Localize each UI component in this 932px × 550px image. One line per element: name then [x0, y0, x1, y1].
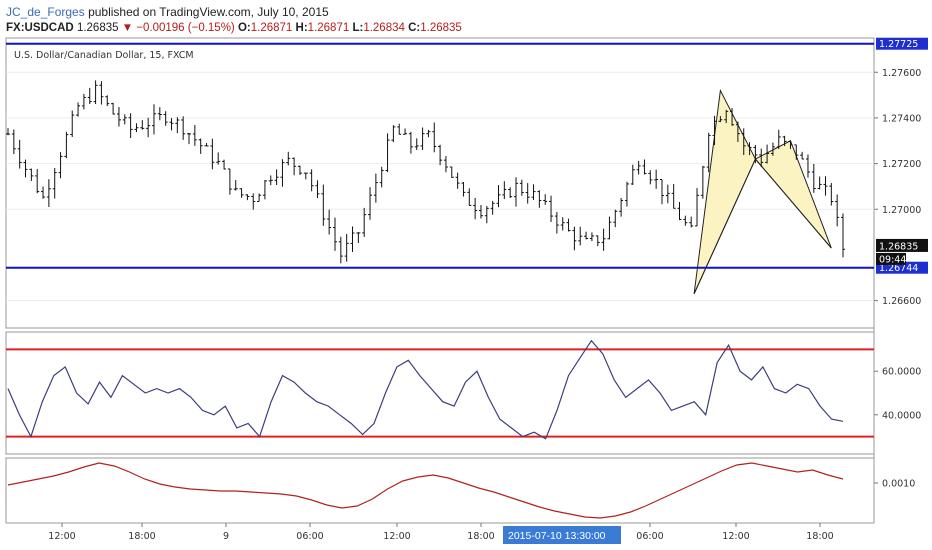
price-tick-label: 1.27200: [882, 159, 921, 170]
price-tick-label: 1.26600: [882, 296, 921, 307]
horizontal-line-label: 1.26744: [879, 263, 918, 274]
time-tick-label: 06:00: [296, 531, 323, 542]
author-link[interactable]: JC_de_Forges: [6, 5, 85, 19]
open-value: 1.26871: [250, 22, 293, 34]
published-text: published on TradingView.com, July 10, 2…: [88, 5, 329, 19]
horizontal-lines[interactable]: 1.27725 1.26744: [6, 37, 928, 275]
price-grid: [6, 71, 874, 302]
low-label: L:: [352, 22, 364, 34]
price-tick-label: 1.27600: [882, 68, 921, 79]
time-tick-label: 18:00: [467, 531, 494, 542]
close-value: 1.26835: [420, 22, 462, 34]
time-tick-label: 12:00: [722, 531, 749, 542]
last-price-label: 1.26835: [879, 241, 918, 252]
time-tick-label: 12:00: [48, 531, 75, 542]
gartley-leg-xb: [693, 158, 756, 294]
time-axis: 12:00 18:00 9 06:00 12:00 18:00 06:00 12:00 18:0…: [48, 523, 834, 542]
chart-title: U.S. Dollar/Canadian Dollar, 15, FXCM: [14, 50, 194, 61]
gartley-leg-bd: [755, 158, 832, 249]
time-tick-label: 18:00: [128, 531, 155, 542]
price-axis: 1.27600 1.27400 1.27200 1.27000 1.26600 1.268…: [874, 68, 928, 307]
publisher-line: JC_de_Forges published on TradingView.co…: [6, 4, 329, 20]
oscillator-tick-label: 40.0000: [882, 410, 921, 421]
crosshair-date-badge: 2015-07-10 13:30:00: [503, 526, 621, 544]
last-price: 1.26835: [76, 22, 119, 34]
oscillator-tick-label: 60.0000: [882, 367, 921, 378]
symbol-label: FX:USDCAD: [6, 22, 74, 34]
countdown-badge: [876, 252, 906, 265]
pane-frames: [5, 37, 875, 524]
crosshair-date-label: 2015-07-10 13:30:00: [508, 530, 606, 542]
close-label: C:: [408, 22, 421, 34]
oscillator-line: [7, 339, 844, 440]
time-tick-label: 18:00: [806, 531, 833, 542]
quote-bar: FX:USDCAD 1.26835 ▼ −0.00196 (−0.15%) O:…: [6, 21, 462, 35]
price-tick-label: 1.27000: [882, 205, 921, 216]
crosshair-date-bg: [503, 526, 621, 544]
time-tick-label: 9: [223, 531, 229, 542]
high-label: H:: [295, 22, 308, 34]
indicator-tick-label: 0.0010: [882, 479, 915, 490]
open-label: O:: [237, 22, 251, 34]
high-value: 1.26871: [307, 22, 350, 34]
indicator-line: [7, 462, 844, 519]
low-value: 1.26834: [363, 22, 405, 34]
time-tick-label: 06:00: [636, 531, 663, 542]
horizontal-line-badge: [876, 37, 928, 50]
countdown-label: 09:44: [879, 254, 906, 265]
last-price-badge: [876, 238, 928, 252]
horizontal-line-label: 1.27725: [879, 39, 918, 50]
slow-indicator: 0.0010: [7, 462, 915, 519]
price-change: ▼ −0.00196 (−0.15%): [121, 22, 235, 34]
ohlc-bars: [6, 80, 845, 264]
price-tick-label: 1.27400: [882, 113, 921, 124]
indicator-pane: [5, 457, 875, 524]
time-tick-label: 12:00: [383, 531, 410, 542]
oscillator: 60.0000 40.0000: [6, 339, 921, 440]
